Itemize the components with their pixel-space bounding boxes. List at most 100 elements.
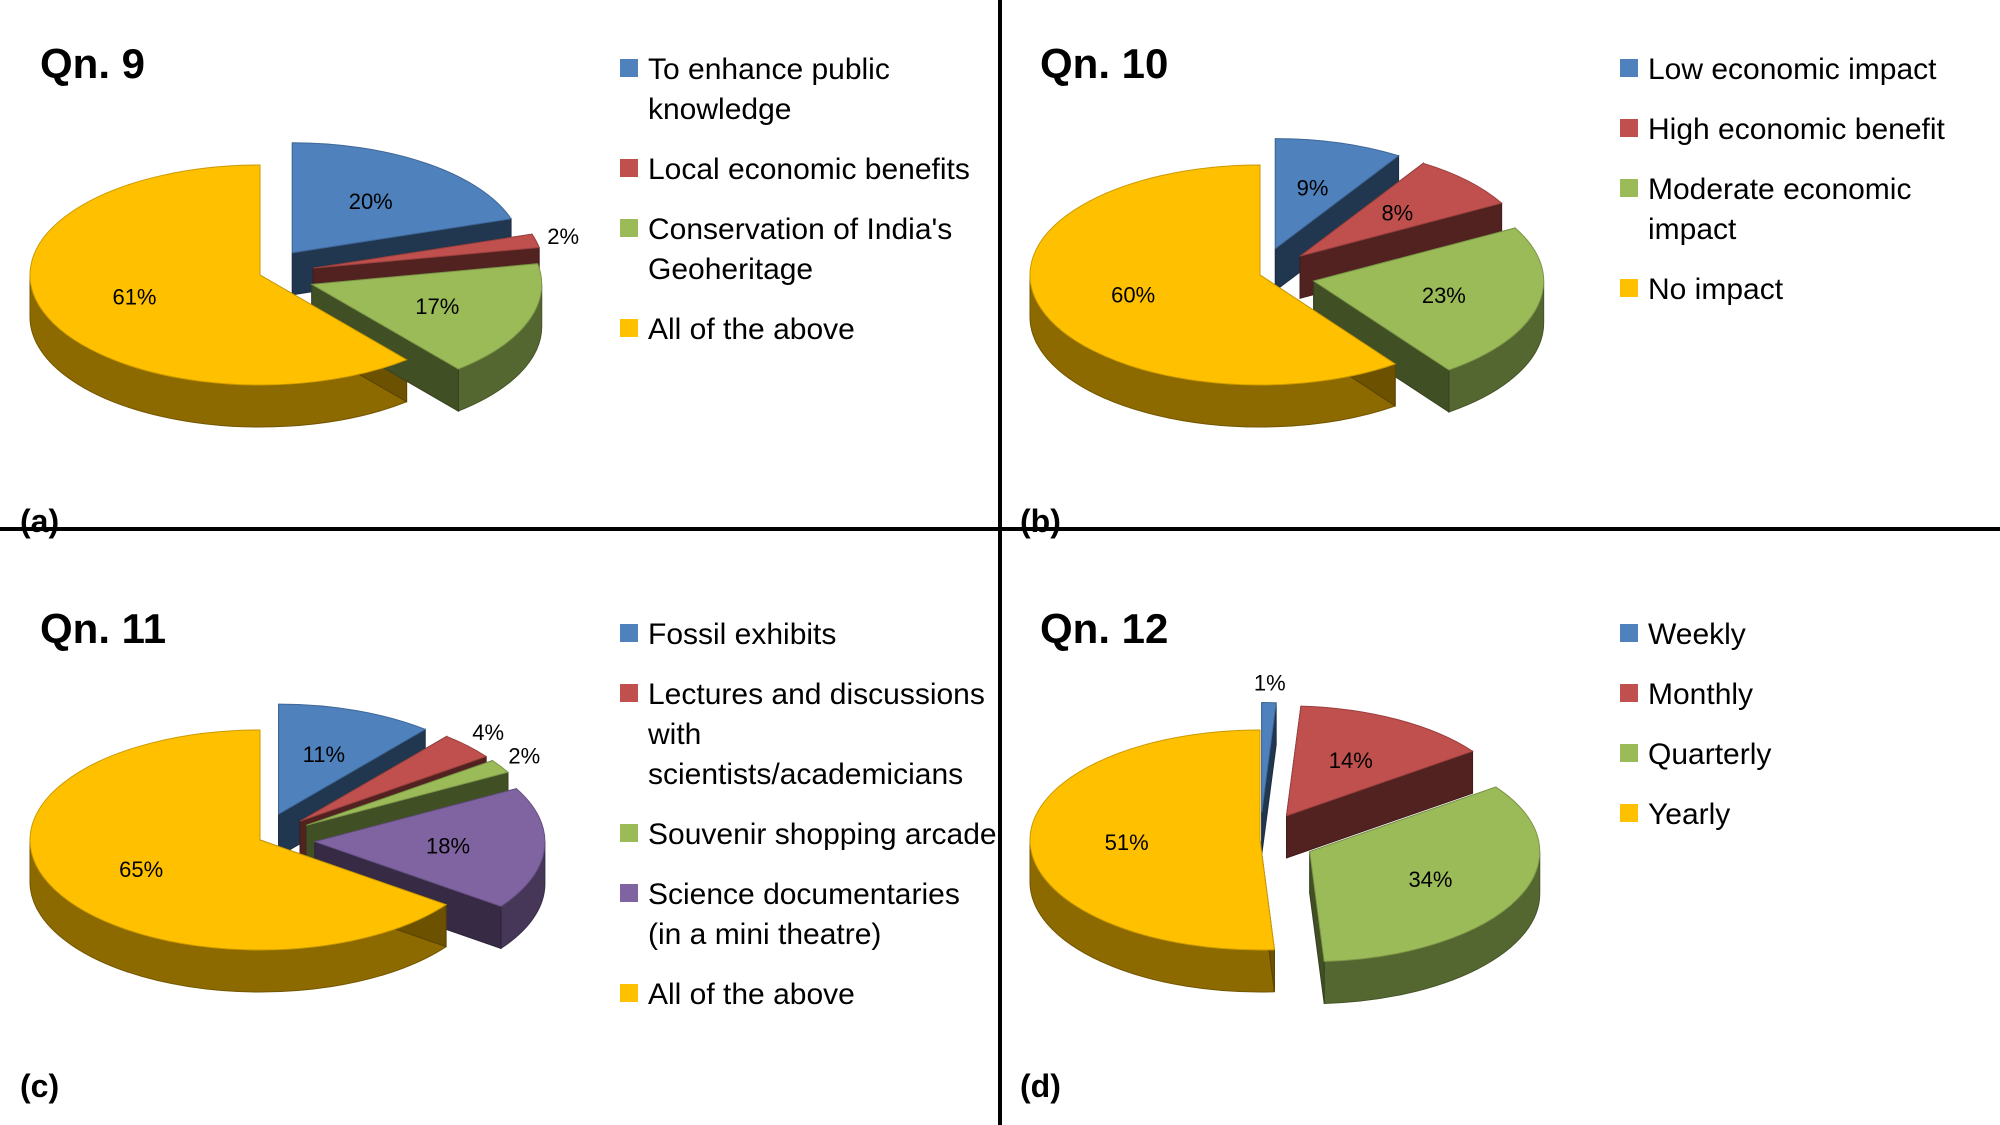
slice-label: 17% [415,294,459,319]
slice-label: 8% [1381,201,1413,226]
legend-label: Conservation of India's Geoheritage [648,213,953,286]
legend-label: Lectures and discussions with scientists… [648,678,985,791]
legend-label: All of the above [648,978,855,1011]
legend-item: All of the above [620,975,1000,1015]
pie-chart-qn10: 9% 8% 23% 60% [1029,138,1545,428]
slice-label: 61% [112,285,156,310]
panel-label: (b) [1020,503,1061,539]
panel-label: (c) [20,1068,60,1104]
chart-legend: Low economic impact High economic benefit… [1620,50,2000,330]
legend-swatch [620,159,638,177]
chart-panel-a: 20% 2% 17% 61% Qn. 9 To enhance public know… [0,0,1000,560]
legend-item: Conservation of India's Geoheritage [620,210,1000,290]
slice-4 [29,164,408,386]
chart-legend: Fossil exhibits Lectures and discussions … [620,615,1000,1035]
legend-item: No impact [1620,270,2000,310]
legend-swatch [1620,119,1638,137]
legend-swatch [1620,804,1638,822]
slice-1 [1261,702,1277,813]
legend-item: Science documentaries (in a mini theatre… [620,875,1000,955]
slice-label: 23% [1422,283,1466,308]
legend-item: High economic benefit [1620,110,2000,150]
slice-5 [29,729,448,951]
legend-item: To enhance public knowledge [620,50,1000,130]
slice-label: 51% [1105,830,1149,855]
slice-2 [313,233,540,269]
legend-swatch [1620,684,1638,702]
legend-item: Lectures and discussions with scientists… [620,675,1000,795]
chart-title: Qn. 10 [1040,40,1169,87]
slice-label: 4% [472,720,504,745]
legend-item: Souvenir shopping arcade [620,815,1000,855]
legend-label: Monthly [1648,678,1754,711]
chart-panel-d: 1% 14% 34% 51% Qn. 12 Weekly Monthly Quarterl… [1000,565,2000,1125]
chart-title: Qn. 12 [1040,605,1169,652]
legend-item: Weekly [1620,615,2000,655]
legend-item: Moderate economic impact [1620,170,2000,250]
legend-label: Quarterly [1648,738,1772,771]
legend-swatch [1620,279,1638,297]
legend-label: Low economic impact [1648,53,1937,86]
legend-swatch [620,624,638,642]
slice-2 [1285,705,1474,817]
legend-swatch [1620,624,1638,642]
legend-swatch [620,884,638,902]
slice-1 [291,142,512,254]
legend-item: All of the above [620,310,1000,350]
pie-chart-qn9: 20% 2% 17% 61% [29,142,579,428]
slice-2 [1299,162,1503,257]
horizontal-divider [0,527,2000,531]
legend-item: Fossil exhibits [620,615,1000,655]
slice-label: 9% [1297,175,1329,200]
pie-chart-qn12: 1% 14% 34% 51% [1029,671,1541,1005]
slice-3 [310,263,543,370]
legend-swatch [1620,59,1638,77]
panel-label: (d) [1020,1068,1061,1104]
slice-4 [1029,729,1276,951]
chart-title: Qn. 9 [40,40,146,87]
legend-label: High economic benefit [1648,113,1945,146]
slice-1 [278,703,427,815]
legend-item: Quarterly [1620,735,2000,775]
slice-4 [1029,164,1397,386]
pie-chart-qn11: 11% 4%2% 18% 65% [29,703,546,993]
legend-label: Fossil exhibits [648,618,837,651]
slice-label: 60% [1111,283,1155,308]
slice-label: 18% [426,834,470,859]
legend-label: Weekly [1648,618,1746,651]
legend-swatch [620,59,638,77]
slice-label: 65% [119,857,163,882]
slice-1 [1274,138,1400,250]
legend-swatch [1620,179,1638,197]
chart-panel-b: 9% 8% 23% 60% Qn. 10 Low economic impact Hig… [1000,0,2000,560]
legend-swatch [620,824,638,842]
chart-legend: Weekly Monthly Quarterly Yearly [1620,615,2000,855]
legend-label: Local economic benefits [648,153,970,186]
slice-label: 1% [1254,671,1286,696]
legend-item: Monthly [1620,675,2000,715]
slice-label: 14% [1329,748,1373,773]
legend-swatch [620,984,638,1002]
slice-4 [313,788,546,907]
legend-label: Souvenir shopping arcade [648,818,997,851]
slice-3 [1309,786,1541,963]
slice-3 [1312,227,1545,371]
legend-label: Science documentaries (in a mini theatre… [648,878,960,951]
legend-swatch [1620,744,1638,762]
panel-label: (a) [20,503,60,539]
legend-item: Yearly [1620,795,2000,835]
vertical-divider [998,0,1002,1125]
slice-label: 34% [1408,867,1452,892]
slice-2 [299,735,488,822]
slice-3 [306,760,510,826]
slice-label: 2% [547,224,579,249]
slice-label: 20% [349,189,393,214]
legend-swatch [620,684,638,702]
legend-swatch [620,219,638,237]
chart-panel-c: 11% 4% 2% 18% 65% Qn. 11 Fossil exhibits Lect… [0,565,1000,1125]
slice-label: 2% [508,744,540,769]
legend-label: All of the above [648,313,855,346]
legend-label: Yearly [1648,798,1731,831]
slice-label: 11% [303,742,345,767]
chart-legend: To enhance public knowledge Local economi… [620,50,1000,370]
